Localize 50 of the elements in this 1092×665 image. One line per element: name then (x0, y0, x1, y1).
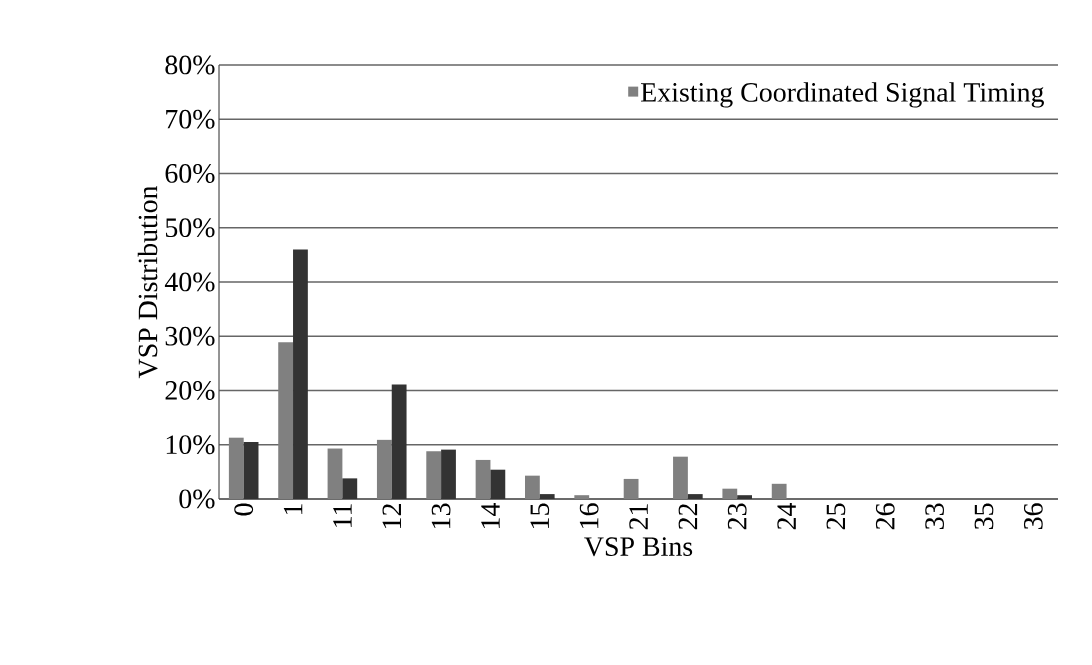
bar (687, 494, 703, 499)
x-tick-label: 0 (234, 503, 254, 516)
y-tick-label: 10% (166, 435, 215, 455)
y-tick-label: 50% (165, 218, 215, 238)
y-tick-label: 20% (165, 381, 215, 400)
x-tick-label: 25 (826, 503, 846, 530)
bar (574, 495, 590, 499)
bar (475, 459, 491, 499)
bar (490, 469, 506, 499)
bar (391, 384, 407, 499)
x-tick-label: 23 (727, 503, 747, 530)
x-tick-label: 1 (283, 504, 303, 514)
bar (228, 437, 244, 499)
x-tick-label: 33 (925, 503, 944, 530)
x-tick-label: 15 (530, 503, 550, 528)
x-tick-label: 21 (629, 504, 648, 530)
y-tick-label: 80% (165, 55, 215, 75)
bar (441, 449, 456, 499)
y-tick-label: 30% (165, 326, 215, 346)
legend-label: Existing Coordinated Signal Timing (640, 82, 1044, 108)
x-tick-label: 24 (777, 502, 796, 530)
y-axis-title: VSP Distribution (137, 185, 158, 379)
bar (623, 478, 639, 499)
y-tick-label: 60% (165, 164, 215, 183)
x-tick-label: 14 (481, 502, 500, 528)
bar (737, 495, 753, 499)
bar (278, 342, 294, 499)
y-tick-label: 40% (164, 272, 215, 292)
bar (243, 442, 259, 499)
bar (342, 478, 358, 499)
x-tick-label: 16 (579, 503, 599, 528)
bar (293, 249, 308, 499)
bar (771, 483, 787, 499)
bar (673, 456, 688, 499)
bar (426, 451, 442, 499)
x-tick-label: 36 (1023, 503, 1043, 530)
x-tick-label: 26 (875, 503, 895, 530)
bar (539, 494, 555, 499)
bar (525, 475, 540, 499)
bar (722, 488, 738, 499)
x-axis-title: VSP Bins (584, 537, 693, 557)
x-tick-label: 35 (974, 503, 994, 530)
x-tick-label: 12 (382, 504, 401, 528)
x-tick-label: 13 (431, 503, 451, 528)
bar (327, 448, 343, 499)
x-tick-label: 22 (678, 504, 698, 530)
x-tick-label: 11 (333, 504, 352, 527)
y-tick-label: 70% (166, 109, 215, 129)
y-tick-label: 0% (179, 489, 215, 509)
bar (376, 439, 392, 499)
